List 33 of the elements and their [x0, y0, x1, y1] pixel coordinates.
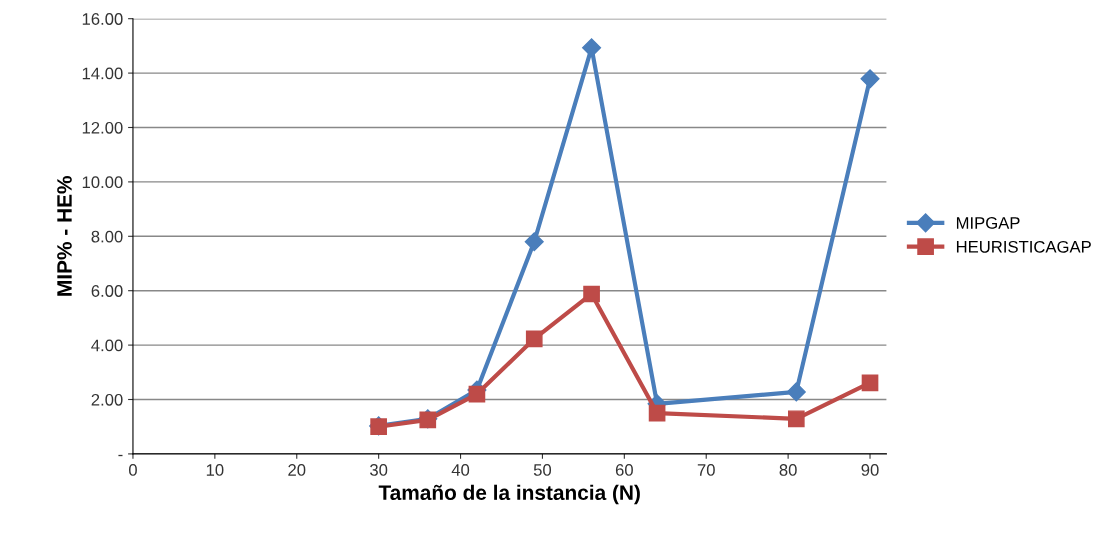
- point: [787, 410, 805, 428]
- x-tick-label: 20: [288, 464, 306, 476]
- point: [525, 330, 543, 348]
- x-axis-title: Tamaño de la instancia (N): [378, 484, 640, 505]
- x-tick-label: 40: [451, 464, 470, 476]
- point: [860, 69, 880, 89]
- y-tick-label: 2.00: [91, 393, 123, 406]
- x-tick-label: 70: [697, 464, 715, 476]
- point: [861, 374, 879, 392]
- point: [786, 382, 806, 402]
- y-tick-label: 16.00: [82, 13, 123, 25]
- point: [468, 385, 486, 403]
- point: [524, 232, 544, 252]
- x-tick-label: 50: [533, 464, 552, 476]
- legend-label: MIPGAP: [956, 217, 1020, 229]
- x-tick-label: 0: [128, 464, 137, 476]
- x-tick-label: 10: [206, 464, 224, 476]
- x-tick-label: 30: [370, 464, 388, 476]
- y-tick-label: 14.00: [82, 67, 123, 80]
- y-tick-label: 6.00: [91, 285, 123, 297]
- point: [583, 285, 600, 303]
- x-tick-label: 90: [861, 464, 879, 476]
- y-tick-label: 12.00: [82, 121, 123, 134]
- y-tick-label: 4.00: [91, 339, 123, 352]
- y-tick-label: 10.00: [82, 176, 123, 189]
- y-tick-label: -: [118, 454, 123, 457]
- x-tick-label: 80: [779, 464, 797, 476]
- legend-label: HEURISTICAGAP: [956, 240, 1091, 253]
- y-tick-label: 8.00: [91, 230, 123, 243]
- point: [648, 404, 666, 422]
- y-axis-title: MIP% - HE%: [57, 176, 72, 296]
- x-tick-label: 60: [615, 464, 633, 476]
- point: [582, 38, 602, 58]
